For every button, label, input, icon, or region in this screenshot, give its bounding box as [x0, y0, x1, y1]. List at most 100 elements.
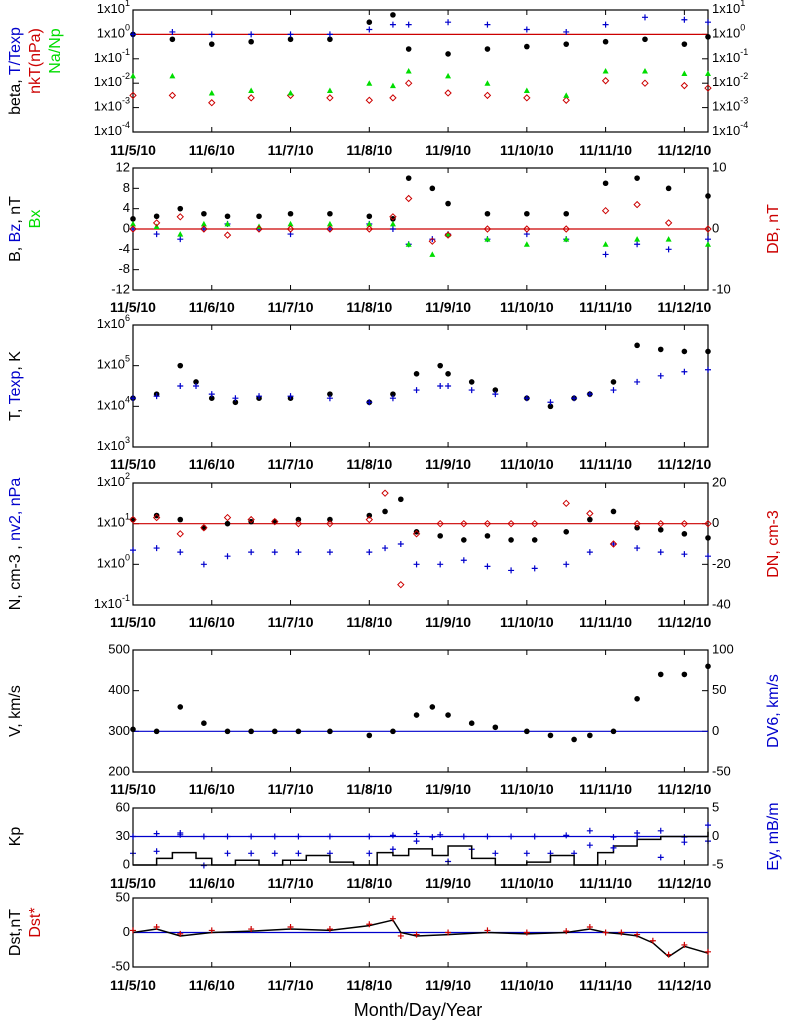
panel-3-frame	[132, 482, 709, 606]
panel-5-x-tick-label-5: 11/10/10	[500, 875, 554, 891]
series-nv2-point-19	[586, 549, 593, 556]
panel-0-x-tick-label-2: 11/7/10	[268, 142, 314, 158]
series-v-point-23	[681, 671, 688, 678]
panel-0-left-tick-label-2: 1x10-2	[94, 72, 130, 90]
series-n-point-10	[382, 508, 388, 515]
series-bx-point-14	[523, 241, 530, 247]
panel-0-left-axis-title: beta, T/Texp	[7, 27, 24, 115]
series-bx-point-19	[705, 241, 711, 247]
panel-0-x-tick-label-7: 11/12/10	[658, 142, 712, 158]
series-bz-point-17	[634, 241, 641, 248]
series-dn-point-15	[483, 519, 492, 528]
series-b-point-12	[445, 200, 451, 207]
series-ey-point-5	[248, 833, 255, 840]
series-ey	[130, 822, 711, 851]
series-na_np-point-1	[169, 72, 176, 79]
series-b-point-11	[429, 185, 436, 192]
series-texp-point-16	[523, 395, 530, 402]
series-dst_star-point-15	[586, 923, 593, 930]
series-ey-point-22	[681, 839, 688, 846]
series-v	[130, 663, 711, 743]
series-dv6-point-5	[248, 850, 255, 857]
series-dn-point-19	[586, 509, 594, 518]
series-texp-point-7	[287, 393, 294, 400]
panel-6-left-axis-title-2: Dst*	[27, 907, 44, 937]
series-nv2-point-16	[508, 567, 515, 574]
panel-4-x-tick-label-1: 11/6/10	[189, 781, 235, 797]
series-t_texp-point-9	[445, 19, 452, 26]
series-bx-point-6	[287, 220, 294, 227]
series-b-point-6	[287, 210, 294, 217]
series-dst_star-point-5	[287, 923, 294, 930]
series-beta-point-9	[445, 51, 451, 57]
series-texp-point-15	[492, 391, 499, 398]
series-b-point-0	[130, 216, 136, 222]
series-nv2	[130, 541, 711, 574]
panel-6-x-tick-label-5: 11/10/10	[500, 977, 554, 993]
series-ey-point-21	[657, 827, 664, 834]
panel-1-x-tick-label-1: 11/6/10	[189, 299, 235, 315]
panel-2-x-tick-label-3: 11/8/10	[346, 456, 392, 472]
series-na_np-point-2	[208, 89, 215, 96]
panel-1-right-axis-title: DB, nT	[765, 204, 782, 254]
panel-1-right-tick-label-1: 0	[712, 220, 719, 235]
panel-3-left-tick-label-1: 1x100	[97, 553, 130, 571]
series-dst_star-point-0	[130, 927, 136, 934]
series-n-point-20	[610, 508, 617, 515]
series-bx-point-8	[366, 220, 373, 227]
series-nv2-point-22	[657, 549, 664, 556]
series-v-point-6	[271, 728, 278, 735]
series-dst_star-point-22	[705, 948, 711, 955]
series-bz-point-1	[153, 231, 160, 238]
series-db-point-5	[255, 225, 263, 233]
series-v-point-14	[468, 720, 475, 726]
series-bx-point-0	[130, 220, 136, 227]
series-beta-point-8	[405, 46, 412, 52]
series-dn-point-8	[326, 519, 334, 528]
series-dn-point-17	[531, 519, 539, 528]
series-dv6-point-4	[224, 850, 231, 857]
series-t-point-15	[492, 387, 499, 393]
series-na_np-point-12	[563, 92, 570, 98]
panel-2-left-tick-label-3: 1x106	[97, 313, 130, 331]
series-t_texp-point-12	[563, 28, 570, 35]
series-nkt	[129, 77, 712, 107]
series-beta-point-5	[327, 36, 333, 43]
panel-1-x-tick-label-7: 11/12/10	[658, 299, 712, 315]
series-db-point-8	[365, 225, 374, 233]
series-n-point-23	[681, 531, 688, 537]
series-v-point-0	[130, 726, 136, 733]
panel-6-x-tick-label-7: 11/12/10	[658, 977, 712, 993]
series-texp-point-10	[389, 395, 396, 402]
series-dn-point-11	[397, 580, 405, 589]
series-nv2-point-12	[413, 561, 420, 568]
panel-1-left-axis-title: B, Bz, nT	[7, 196, 24, 262]
series-nkt-point-3	[247, 94, 255, 102]
series-db-point-13	[483, 225, 492, 233]
series-db-point-4	[223, 231, 232, 239]
panel-0-left-tick-label-0: 1x10-4	[94, 120, 130, 138]
panel-1-left-tick-label-2: -4	[118, 241, 130, 256]
panel-1-x-tick-label-5: 11/10/10	[500, 299, 554, 315]
series-bx-point-4	[224, 220, 231, 227]
series-dst	[132, 919, 709, 958]
series-db-point-15	[562, 225, 570, 233]
series-dv6-point-10	[389, 846, 396, 853]
series-texp-point-22	[657, 372, 664, 379]
series-v-point-16	[524, 728, 530, 735]
series-v-point-15	[492, 724, 499, 731]
panel-2-x-tick-label-6: 11/11/10	[579, 456, 632, 472]
series-texp-point-20	[610, 387, 617, 394]
series-v-point-19	[587, 732, 593, 739]
series-bx-point-15	[563, 236, 570, 242]
panel-6-x-tick-label-3: 11/8/10	[346, 977, 392, 993]
series-dv6-point-16	[523, 850, 530, 857]
series-t-point-12	[437, 362, 443, 369]
series-beta	[130, 12, 711, 57]
panel-1-x-tick-label-6: 11/11/10	[579, 299, 632, 315]
series-texp-point-11	[413, 387, 420, 394]
panel-2-x-tick-label-4: 11/9/10	[425, 456, 471, 472]
series-dn-point-18	[562, 499, 570, 508]
panel-4-right-tick-label-1: 0	[712, 723, 719, 738]
panel-1-x-tick-label-2: 11/7/10	[268, 299, 314, 315]
